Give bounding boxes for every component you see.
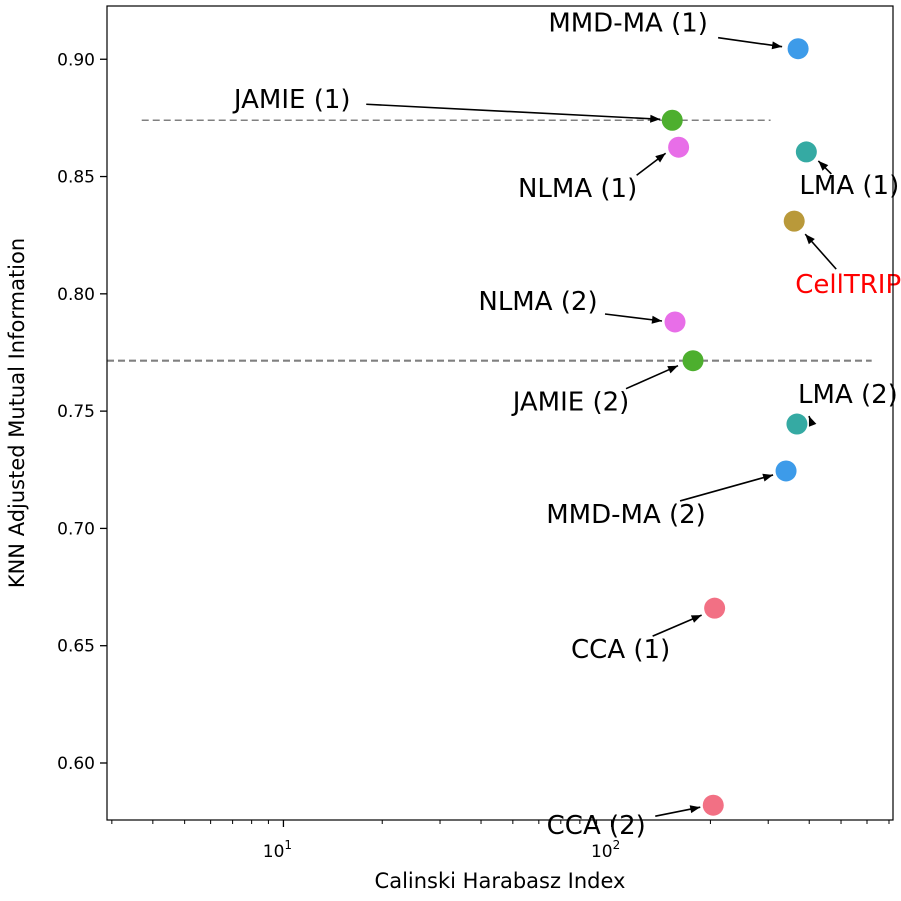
y-tick-label: 0.60: [57, 754, 95, 774]
x-axis-ticks: 101 102: [111, 820, 890, 862]
y-tick-label: 0.80: [57, 285, 95, 305]
label-cca-1: CCA (1): [571, 635, 670, 665]
arrow-mmd-ma-2: [679, 473, 774, 502]
point-jamie-2: [682, 350, 704, 372]
arrow-celltrip: [804, 233, 837, 270]
data-points: [661, 38, 817, 816]
label-mmd-ma-2: MMD-MA (2): [546, 500, 706, 530]
point-celltrip: [783, 210, 805, 232]
point-lma-2: [786, 413, 808, 435]
arrow-nlma-1: [636, 152, 667, 176]
annotation-arrows: [366, 36, 837, 818]
label-cca-2: CCA (2): [547, 811, 646, 841]
y-tick-label: 0.85: [57, 168, 95, 188]
point-mmd-ma-2: [775, 460, 797, 482]
arrow-mmd-ma-1: [717, 36, 783, 50]
arrow-lma-1: [817, 160, 832, 175]
point-cca-2: [702, 794, 724, 816]
arrow-nlma-2: [604, 313, 663, 324]
x-tick-label: 102: [591, 838, 620, 862]
point-nlma-2: [664, 311, 686, 333]
arrow-cca-2: [655, 805, 701, 818]
arrow-jamie-1: [366, 103, 661, 123]
arrow-cca-1: [652, 614, 702, 637]
label-lma-2: LMA (2): [798, 380, 898, 410]
label-jamie-1: JAMIE (1): [232, 85, 351, 115]
reference-lines: [107, 119, 872, 362]
point-jamie-1: [661, 109, 683, 131]
label-mmd-ma-1: MMD-MA (1): [548, 9, 708, 39]
label-jamie-2: JAMIE (2): [511, 388, 630, 418]
y-tick-label: 0.75: [57, 402, 95, 422]
arrow-jamie-2: [625, 364, 679, 390]
label-celltrip: CellTRIP: [795, 270, 901, 300]
label-lma-1: LMA (1): [799, 171, 899, 201]
point-lma-1: [795, 141, 817, 163]
y-tick-label: 0.65: [57, 637, 95, 657]
y-tick-label: 0.90: [57, 50, 95, 70]
y-tick-label: 0.70: [57, 519, 95, 539]
y-axis-title: KNN Adjusted Mutual Information: [5, 238, 29, 588]
point-annotations: MMD-MA (1) JAMIE (1) NLMA (1) LMA (1) CellTR…: [232, 9, 901, 842]
point-mmd-ma-1: [787, 38, 809, 60]
x-axis-title: Calinski Harabasz Index: [375, 869, 626, 893]
plot-frame: [106, 5, 894, 821]
point-cca-1: [704, 597, 726, 619]
label-nlma-1: NLMA (1): [518, 174, 637, 204]
x-tick-label: 101: [263, 838, 292, 862]
label-nlma-2: NLMA (2): [478, 287, 597, 317]
y-axis-ticks: 0.60 0.65 0.70 0.75 0.80 0.85 0.90: [57, 50, 107, 774]
arrow-lma-2: [808, 415, 817, 427]
point-nlma-1: [668, 136, 690, 158]
